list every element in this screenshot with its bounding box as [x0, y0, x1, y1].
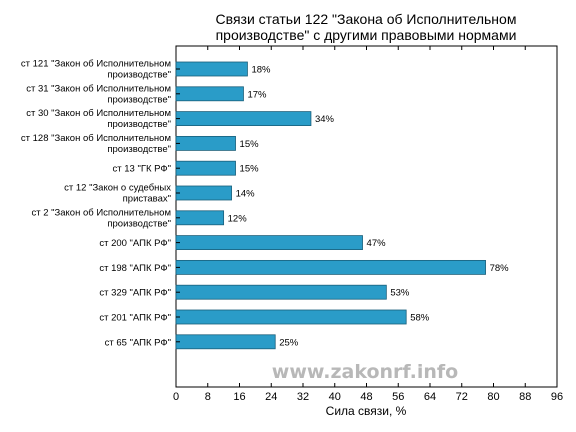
bar — [175, 235, 363, 251]
category-label-line: производстве" — [107, 119, 171, 130]
category-label-line: ст 13 "ГК РФ" — [113, 164, 171, 175]
category-label-line: ст 2 "Закон об Исполнительном — [31, 207, 171, 218]
category-label-line: ст 65 "АПК РФ" — [105, 337, 171, 348]
value-label: 17% — [247, 89, 267, 100]
bars-group: 18% 17% 34% 15% 15% 14% 12% 47% 78% 53% 58% 25% — [175, 61, 510, 350]
x-tick-label: 24 — [265, 391, 277, 403]
x-tick-label: 8 — [205, 391, 211, 403]
bar — [175, 86, 244, 102]
category-label-line: производстве" — [107, 94, 171, 105]
bar — [175, 160, 236, 176]
value-label: 12% — [228, 213, 248, 224]
x-tick-label: 88 — [519, 391, 531, 403]
category-label-line: производстве" — [107, 218, 171, 229]
bar — [175, 61, 248, 77]
category-label-line: ст 121 "Закон об Исполнительном — [21, 59, 171, 70]
bar — [175, 111, 312, 126]
category-label: ст 329 "АПК РФ" — [99, 288, 171, 299]
x-tick-label: 32 — [297, 391, 309, 403]
category-labels: ст 121 "Закон об Исполнительном производс… — [21, 59, 180, 348]
category-label: ст 128 "Закон об Исполнительном производс… — [21, 133, 171, 155]
category-label-line: ст 329 "АПК РФ" — [99, 288, 171, 299]
value-label: 34% — [315, 114, 335, 125]
chart-title-line: Связи статьи 122 "Закона об Исполнительн… — [216, 11, 517, 27]
value-label: 14% — [236, 189, 256, 200]
category-label-line: ст 30 "Закон об Исполнительном — [26, 108, 171, 119]
category-label-line: производстве" — [107, 144, 171, 155]
x-axis-ticks: 0 8 16 24 32 40 48 56 64 72 80 88 96 — [173, 46, 563, 403]
category-label-line: ст 200 "АПК РФ" — [99, 238, 171, 249]
x-tick-label: 64 — [424, 391, 436, 403]
bar — [175, 210, 225, 226]
category-label: ст 30 "Закон об Исполнительном производст… — [26, 108, 171, 130]
value-label: 47% — [367, 238, 387, 249]
bar — [175, 309, 407, 325]
category-label-line: ст 128 "Закон об Исполнительном — [21, 133, 171, 144]
category-label: ст 201 "АПК РФ" — [99, 313, 171, 324]
chart-title: Связи статьи 122 "Закона об Исполнительн… — [216, 11, 517, 43]
value-label: 15% — [240, 139, 260, 150]
x-tick-label: 40 — [329, 391, 341, 403]
category-label-line: ст 198 "АПК РФ" — [99, 263, 171, 274]
bar — [175, 284, 387, 300]
x-tick-label: 48 — [360, 391, 372, 403]
value-label: 78% — [490, 263, 510, 274]
bar — [175, 334, 276, 350]
x-tick-label: 0 — [173, 391, 179, 403]
category-label: ст 2 "Закон об Исполнительном производств… — [31, 207, 171, 229]
x-tick-label: 72 — [456, 391, 468, 403]
x-tick-label: 56 — [392, 391, 404, 403]
x-tick-label: 96 — [551, 391, 563, 403]
value-label: 15% — [240, 164, 260, 175]
category-label: ст 13 "ГК РФ" — [113, 164, 171, 175]
category-label: ст 65 "АПК РФ" — [105, 337, 171, 348]
bar — [175, 259, 486, 275]
category-label: ст 31 "Закон об Исполнительном производст… — [26, 83, 171, 105]
x-tick-label: 80 — [487, 391, 499, 403]
bar — [175, 185, 232, 201]
category-label-line: ст 201 "АПК РФ" — [99, 313, 171, 324]
category-label: ст 12 "Закон о судебных приставах" — [64, 183, 171, 205]
bar — [175, 135, 236, 151]
category-label-line: ст 12 "Закон о судебных — [64, 183, 171, 194]
category-label: ст 200 "АПК РФ" — [99, 238, 171, 249]
category-label: ст 198 "АПК РФ" — [99, 263, 171, 274]
value-label: 18% — [251, 65, 271, 76]
value-label: 53% — [390, 288, 410, 299]
x-tick-label: 16 — [233, 391, 245, 403]
x-axis-title: Сила связи, % — [326, 404, 407, 418]
watermark: www.zakonrf.info — [272, 361, 458, 383]
category-label-line: приставах" — [123, 194, 171, 205]
category-label-line: ст 31 "Закон об Исполнительном — [26, 83, 171, 94]
value-label: 58% — [410, 313, 430, 324]
chart-title-line: производстве" с другими правовыми нормам… — [216, 27, 517, 43]
category-label: ст 121 "Закон об Исполнительном производс… — [21, 59, 171, 81]
category-label-line: производстве" — [107, 70, 171, 81]
value-label: 25% — [279, 337, 299, 348]
